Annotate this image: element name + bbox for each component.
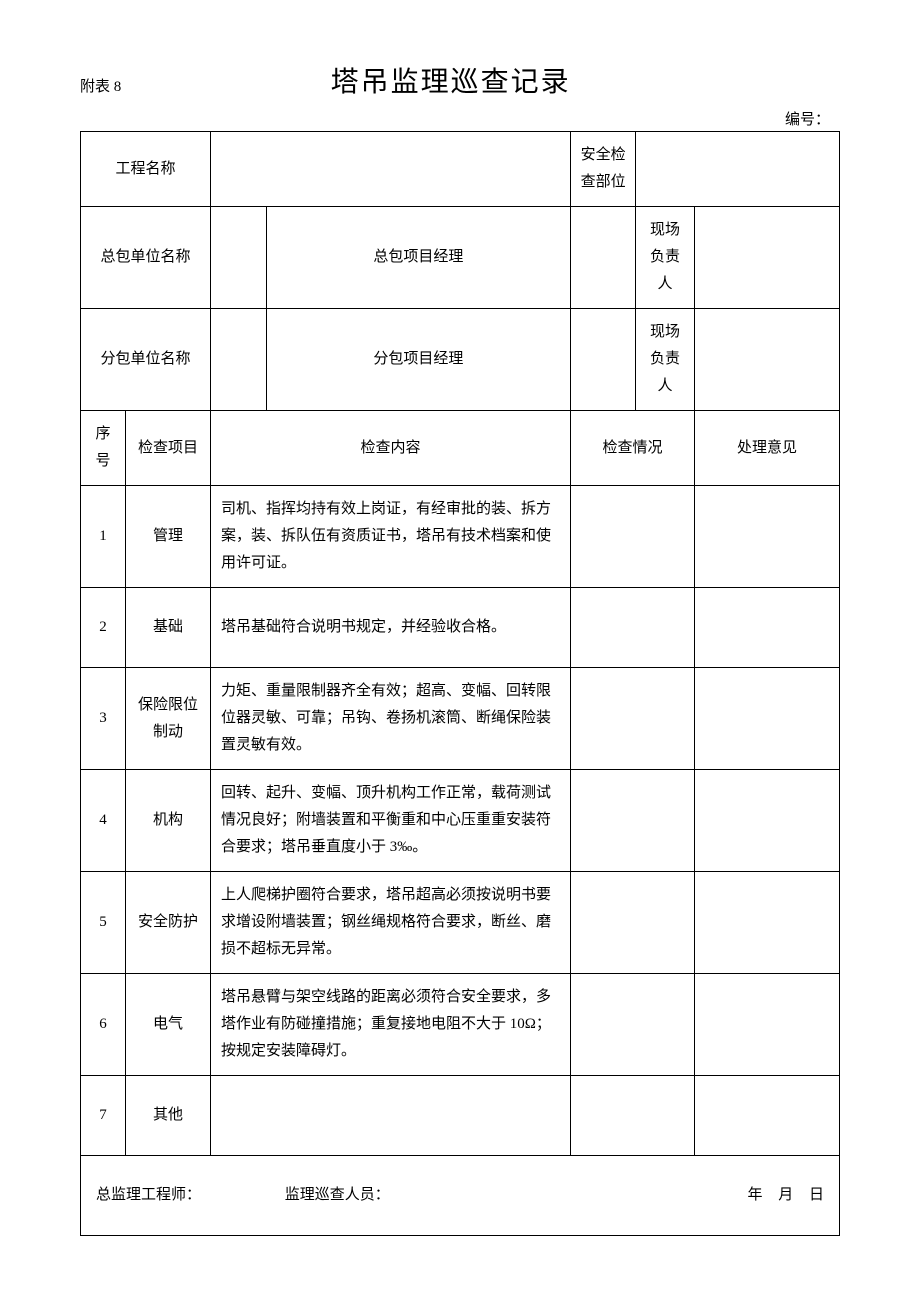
- site-manager-value-1: [695, 207, 840, 309]
- row-content: 上人爬梯护圈符合要求，塔吊超高必须按说明书要求增设附墙装置；钢丝绳规格符合要求，…: [211, 872, 571, 974]
- site-manager-label-2: 现场负责人: [636, 309, 695, 411]
- footer-cell: 总监理工程师： 监理巡查人员： 年 月 日: [81, 1156, 840, 1236]
- row-situation: [571, 770, 695, 872]
- col-situation-header: 检查情况: [571, 411, 695, 486]
- row-situation: [571, 1076, 695, 1156]
- subcontractor-value: [211, 309, 267, 411]
- row-opinion: [695, 770, 840, 872]
- row-item: 安全防护: [126, 872, 211, 974]
- row-opinion: [695, 974, 840, 1076]
- row-content: 回转、起升、变幅、顶升机构工作正常，载荷测试情况良好；附墙装置和平衡重和中心压重…: [211, 770, 571, 872]
- row-content: 司机、指挥均持有效上岗证，有经审批的装、拆方案，装、拆队伍有资质证书，塔吊有技术…: [211, 486, 571, 588]
- col-content-header: 检查内容: [211, 411, 571, 486]
- sub-pm-value: [571, 309, 636, 411]
- row-seq: 3: [81, 668, 126, 770]
- column-header-row: 序号 检查项目 检查内容 检查情况 处理意见: [81, 411, 840, 486]
- row-content: 塔吊悬臂与架空线路的距离必须符合安全要求，多塔作业有防碰撞措施；重复接地电阻不大…: [211, 974, 571, 1076]
- general-pm-label: 总包项目经理: [266, 207, 570, 309]
- project-name-label: 工程名称: [81, 132, 211, 207]
- row-item: 电气: [126, 974, 211, 1076]
- footer-row: 总监理工程师： 监理巡查人员： 年 月 日: [81, 1156, 840, 1236]
- serial-number-label: 编号：: [80, 108, 840, 129]
- row-opinion: [695, 872, 840, 974]
- inspector-label: 监理巡查人员：: [285, 1182, 390, 1209]
- row-situation: [571, 486, 695, 588]
- subcontractor-label: 分包单位名称: [81, 309, 211, 411]
- row-opinion: [695, 668, 840, 770]
- row-seq: 1: [81, 486, 126, 588]
- table-row: 7 其他: [81, 1076, 840, 1156]
- table-row: 6 电气 塔吊悬臂与架空线路的距离必须符合安全要求，多塔作业有防碰撞措施；重复接…: [81, 974, 840, 1076]
- site-manager-value-2: [695, 309, 840, 411]
- sub-pm-label: 分包项目经理: [266, 309, 570, 411]
- col-item-header: 检查项目: [126, 411, 211, 486]
- table-row: 2 基础 塔吊基础符合说明书规定，并经验收合格。: [81, 588, 840, 668]
- row-item: 机构: [126, 770, 211, 872]
- row-item: 基础: [126, 588, 211, 668]
- col-opinion-header: 处理意见: [695, 411, 840, 486]
- chief-engineer-label: 总监理工程师：: [96, 1182, 201, 1209]
- header-row-3: 分包单位名称 分包项目经理 现场负责人: [81, 309, 840, 411]
- general-pm-value: [571, 207, 636, 309]
- row-seq: 7: [81, 1076, 126, 1156]
- date-label: 年 月 日: [747, 1182, 824, 1209]
- site-manager-label-1: 现场负责人: [636, 207, 695, 309]
- row-content: [211, 1076, 571, 1156]
- header-row-1: 工程名称 安全检查部位: [81, 132, 840, 207]
- table-row: 3 保险限位制动 力矩、重量限制器齐全有效；超高、变幅、回转限位器灵敏、可靠；吊…: [81, 668, 840, 770]
- table-row: 1 管理 司机、指挥均持有效上岗证，有经审批的装、拆方案，装、拆队伍有资质证书，…: [81, 486, 840, 588]
- row-item: 管理: [126, 486, 211, 588]
- row-opinion: [695, 1076, 840, 1156]
- row-seq: 4: [81, 770, 126, 872]
- inspection-table: 工程名称 安全检查部位 总包单位名称 总包项目经理 现场负责人 分包单位名称 分…: [80, 131, 840, 1236]
- row-content: 力矩、重量限制器齐全有效；超高、变幅、回转限位器灵敏、可靠；吊钩、卷扬机滚筒、断…: [211, 668, 571, 770]
- row-seq: 5: [81, 872, 126, 974]
- row-item: 保险限位制动: [126, 668, 211, 770]
- col-seq-header: 序号: [81, 411, 126, 486]
- general-contractor-value: [211, 207, 267, 309]
- row-opinion: [695, 486, 840, 588]
- row-situation: [571, 588, 695, 668]
- row-seq: 6: [81, 974, 126, 1076]
- table-row: 4 机构 回转、起升、变幅、顶升机构工作正常，载荷测试情况良好；附墙装置和平衡重…: [81, 770, 840, 872]
- row-opinion: [695, 588, 840, 668]
- row-situation: [571, 668, 695, 770]
- project-name-value: [211, 132, 571, 207]
- row-item: 其他: [126, 1076, 211, 1156]
- table-row: 5 安全防护 上人爬梯护圈符合要求，塔吊超高必须按说明书要求增设附墙装置；钢丝绳…: [81, 872, 840, 974]
- row-seq: 2: [81, 588, 126, 668]
- header-row-2: 总包单位名称 总包项目经理 现场负责人: [81, 207, 840, 309]
- row-situation: [571, 974, 695, 1076]
- safety-check-unit-label: 安全检查部位: [571, 132, 636, 207]
- general-contractor-label: 总包单位名称: [81, 207, 211, 309]
- row-content: 塔吊基础符合说明书规定，并经验收合格。: [211, 588, 571, 668]
- main-title: 塔吊监理巡查记录: [61, 60, 840, 100]
- row-situation: [571, 872, 695, 974]
- safety-check-unit-value: [636, 132, 840, 207]
